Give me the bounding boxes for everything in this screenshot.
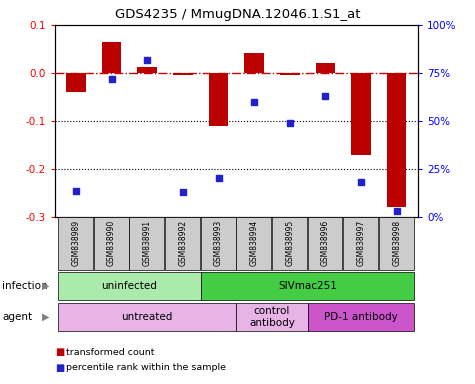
Point xyxy=(179,189,187,195)
Text: GSM838990: GSM838990 xyxy=(107,220,116,266)
Text: control
antibody: control antibody xyxy=(249,306,295,328)
Text: uninfected: uninfected xyxy=(102,281,157,291)
Text: untreated: untreated xyxy=(122,312,173,322)
Point xyxy=(72,188,80,194)
Text: ▶: ▶ xyxy=(42,281,50,291)
FancyBboxPatch shape xyxy=(165,217,200,270)
Point xyxy=(250,99,258,105)
Point xyxy=(108,76,115,82)
Text: GDS4235 / MmugDNA.12046.1.S1_at: GDS4235 / MmugDNA.12046.1.S1_at xyxy=(115,8,360,22)
Text: GSM838993: GSM838993 xyxy=(214,220,223,266)
Text: ■: ■ xyxy=(55,363,64,373)
FancyBboxPatch shape xyxy=(58,217,93,270)
Text: GSM838998: GSM838998 xyxy=(392,220,401,266)
Text: transformed count: transformed count xyxy=(66,348,155,357)
Bar xyxy=(387,73,407,207)
Point xyxy=(143,56,151,63)
Text: agent: agent xyxy=(2,312,32,322)
Text: PD-1 antibody: PD-1 antibody xyxy=(324,312,398,322)
FancyBboxPatch shape xyxy=(94,217,129,270)
Text: GSM838996: GSM838996 xyxy=(321,220,330,266)
Text: GSM838994: GSM838994 xyxy=(250,220,258,266)
FancyBboxPatch shape xyxy=(308,303,414,331)
FancyBboxPatch shape xyxy=(201,217,236,270)
Bar xyxy=(66,73,86,92)
Text: GSM838989: GSM838989 xyxy=(72,220,80,266)
FancyBboxPatch shape xyxy=(201,272,414,300)
Text: SIVmac251: SIVmac251 xyxy=(278,281,337,291)
Bar xyxy=(137,67,157,73)
FancyBboxPatch shape xyxy=(237,303,308,331)
FancyBboxPatch shape xyxy=(272,217,307,270)
Bar xyxy=(244,53,264,73)
Point xyxy=(357,179,365,185)
Bar xyxy=(280,73,300,75)
Text: GSM838997: GSM838997 xyxy=(357,220,365,266)
Text: GSM838991: GSM838991 xyxy=(143,220,152,266)
Text: GSM838992: GSM838992 xyxy=(179,220,187,266)
FancyBboxPatch shape xyxy=(237,217,271,270)
FancyBboxPatch shape xyxy=(343,217,378,270)
Bar xyxy=(209,73,228,126)
Text: GSM838995: GSM838995 xyxy=(285,220,294,266)
Text: percentile rank within the sample: percentile rank within the sample xyxy=(66,363,227,372)
Bar xyxy=(102,42,122,73)
Bar xyxy=(351,73,371,155)
Bar xyxy=(173,73,193,75)
FancyBboxPatch shape xyxy=(58,303,237,331)
Point xyxy=(286,120,294,126)
FancyBboxPatch shape xyxy=(379,217,414,270)
FancyBboxPatch shape xyxy=(129,217,164,270)
Point xyxy=(393,208,400,214)
FancyBboxPatch shape xyxy=(308,217,342,270)
Point xyxy=(322,93,329,99)
Text: infection: infection xyxy=(2,281,48,291)
Text: ▶: ▶ xyxy=(42,312,50,322)
Point xyxy=(215,175,222,181)
Text: ■: ■ xyxy=(55,347,64,357)
FancyBboxPatch shape xyxy=(58,272,201,300)
Bar xyxy=(315,63,335,73)
